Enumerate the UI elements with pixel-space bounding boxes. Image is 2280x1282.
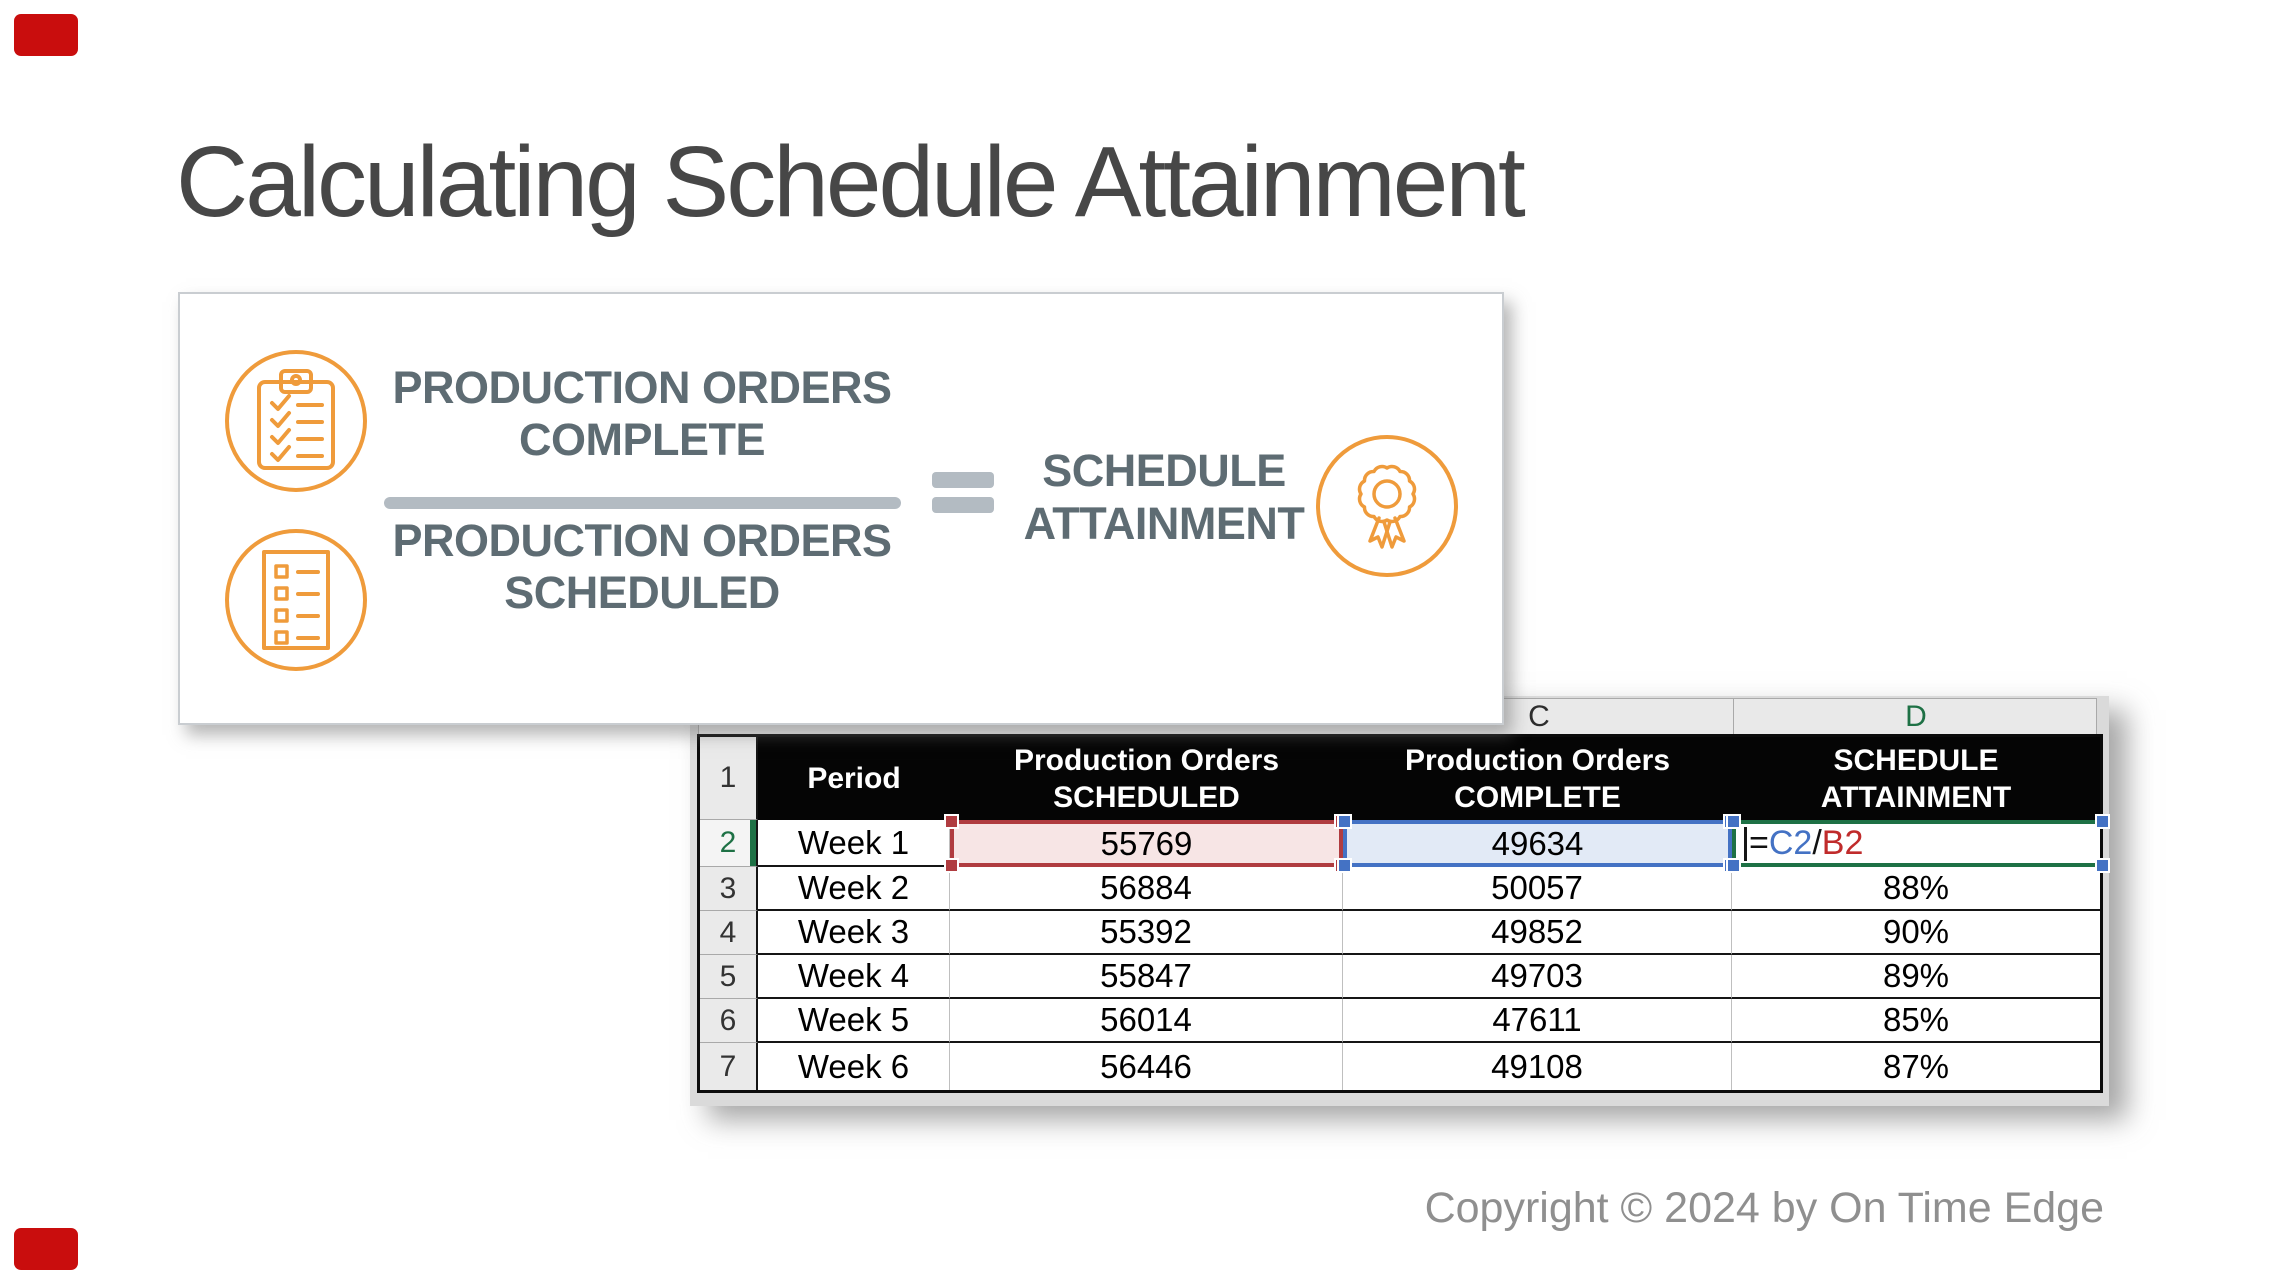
cell-b7-scheduled[interactable]: 56446 bbox=[950, 1043, 1343, 1090]
row-header-2[interactable]: 2 bbox=[700, 820, 758, 867]
cell-a2-period[interactable]: Week 1 bbox=[758, 820, 950, 867]
cell-c3-complete[interactable]: 50057 bbox=[1343, 867, 1732, 911]
selection-handle-blue[interactable] bbox=[1337, 814, 1352, 829]
cell-c7-complete[interactable]: 49108 bbox=[1343, 1043, 1732, 1090]
cell-a5-period[interactable]: Week 4 bbox=[758, 955, 950, 999]
row-header-4[interactable]: 4 bbox=[700, 911, 758, 955]
selection-handle-blue[interactable] bbox=[2095, 814, 2110, 829]
formula-ref-b2: B2 bbox=[1821, 824, 1864, 862]
cell-c2-complete[interactable]: 49634 bbox=[1337, 814, 1738, 873]
header-scheduled-line2: SCHEDULED bbox=[1053, 780, 1240, 814]
formula-card: PRODUCTION ORDERS COMPLETE PRODUCTION OR… bbox=[178, 292, 1504, 725]
equals-bar bbox=[932, 472, 994, 488]
cell-b5-scheduled[interactable]: 55847 bbox=[950, 955, 1343, 999]
formula-divide: / bbox=[1812, 824, 1822, 862]
numerator-line2: COMPLETE bbox=[518, 414, 766, 465]
cell-c5-complete[interactable]: 49703 bbox=[1343, 955, 1732, 999]
denominator-line1: PRODUCTION ORDERS bbox=[392, 515, 892, 566]
header-scheduled-line1: Production Orders bbox=[1013, 743, 1280, 777]
cell-d5-attainment[interactable]: 89% bbox=[1732, 955, 2100, 999]
result-line2: ATTAINMENT bbox=[1023, 498, 1305, 549]
cell-d2-formula-input[interactable]: = C2 / B2 bbox=[1726, 814, 2110, 873]
fraction-divider bbox=[384, 497, 901, 509]
denominator-label: PRODUCTION ORDERS SCHEDULED bbox=[392, 515, 892, 619]
column-divider bbox=[1733, 699, 1734, 734]
cell-a7-period[interactable]: Week 6 bbox=[758, 1043, 950, 1090]
row-header-7[interactable]: 7 bbox=[700, 1043, 758, 1090]
cell-c4-complete[interactable]: 49852 bbox=[1343, 911, 1732, 955]
award-ribbon-icon bbox=[1316, 435, 1458, 577]
cell-b4-scheduled[interactable]: 55392 bbox=[950, 911, 1343, 955]
cell-d7-attainment[interactable]: 87% bbox=[1732, 1043, 2100, 1090]
table-grid: 1 Period Production Orders SCHEDULED Pro… bbox=[700, 737, 2110, 1090]
col-header-period[interactable]: Period bbox=[758, 737, 950, 820]
header-complete-line1: Production Orders bbox=[1404, 743, 1671, 777]
equals-bar bbox=[932, 497, 994, 513]
text-cursor bbox=[1744, 826, 1747, 861]
row-header-5[interactable]: 5 bbox=[700, 955, 758, 999]
header-attainment-line2: ATTAINMENT bbox=[1820, 780, 2012, 814]
equals-sign bbox=[932, 472, 994, 522]
numerator-label: PRODUCTION ORDERS COMPLETE bbox=[392, 362, 892, 466]
col-header-scheduled[interactable]: Production Orders SCHEDULED bbox=[950, 737, 1343, 820]
row-header-6[interactable]: 6 bbox=[700, 999, 758, 1043]
header-attainment-line1: SCHEDULE bbox=[1833, 743, 1999, 777]
formula-ref-c2: C2 bbox=[1768, 824, 1813, 862]
selection-handle-red[interactable] bbox=[944, 858, 959, 873]
red-accent-bar-bottom bbox=[14, 1228, 78, 1270]
selection-handle-blue[interactable] bbox=[2095, 858, 2110, 873]
selection-handle-red[interactable] bbox=[944, 814, 959, 829]
numerator-line1: PRODUCTION ORDERS bbox=[392, 362, 892, 413]
result-line1: SCHEDULE bbox=[1042, 445, 1286, 496]
cell-b6-scheduled[interactable]: 56014 bbox=[950, 999, 1343, 1043]
cell-c2-value: 49634 bbox=[1491, 824, 1584, 862]
page-title: Calculating Schedule Attainment bbox=[176, 126, 1526, 238]
copyright-text: Copyright © 2024 by On Time Edge bbox=[1424, 1184, 2104, 1232]
cell-a3-period[interactable]: Week 2 bbox=[758, 867, 950, 911]
table-frame: 1 Period Production Orders SCHEDULED Pro… bbox=[697, 734, 2110, 1093]
formula-equals: = bbox=[1749, 824, 1769, 862]
cell-c6-complete[interactable]: 47611 bbox=[1343, 999, 1732, 1043]
selection-handle-blue[interactable] bbox=[1726, 814, 1741, 829]
selection-handle-blue[interactable] bbox=[1337, 858, 1352, 873]
selection-handle-blue[interactable] bbox=[1726, 858, 1741, 873]
cell-b3-scheduled[interactable]: 56884 bbox=[950, 867, 1343, 911]
column-header-c[interactable]: C bbox=[1528, 699, 1550, 733]
cell-a6-period[interactable]: Week 5 bbox=[758, 999, 950, 1043]
denominator-line2: SCHEDULED bbox=[504, 567, 780, 618]
cell-b2-value: 55769 bbox=[1100, 824, 1193, 862]
column-header-d[interactable]: D bbox=[1905, 699, 1927, 733]
cell-b2-scheduled[interactable]: 55769 bbox=[944, 814, 1349, 873]
cell-a4-period[interactable]: Week 3 bbox=[758, 911, 950, 955]
header-complete-line2: COMPLETE bbox=[1454, 780, 1621, 814]
row-header-1[interactable]: 1 bbox=[700, 737, 758, 820]
checkbox-list-icon bbox=[225, 529, 367, 671]
red-accent-bar-top bbox=[14, 14, 78, 56]
cell-d3-attainment[interactable]: 88% bbox=[1732, 867, 2100, 911]
col-header-complete[interactable]: Production Orders COMPLETE bbox=[1343, 737, 1732, 820]
row-header-3[interactable]: 3 bbox=[700, 867, 758, 911]
header-period-label: Period bbox=[807, 762, 901, 795]
result-label: SCHEDULE ATTAINMENT bbox=[1014, 444, 1314, 550]
col-header-attainment[interactable]: SCHEDULE ATTAINMENT bbox=[1732, 737, 2100, 820]
cell-d4-attainment[interactable]: 90% bbox=[1732, 911, 2100, 955]
cell-d6-attainment[interactable]: 85% bbox=[1732, 999, 2100, 1043]
spreadsheet: C D 1 Period Production Orders SCHEDULED… bbox=[690, 696, 2110, 1106]
clipboard-checklist-icon bbox=[225, 350, 367, 492]
